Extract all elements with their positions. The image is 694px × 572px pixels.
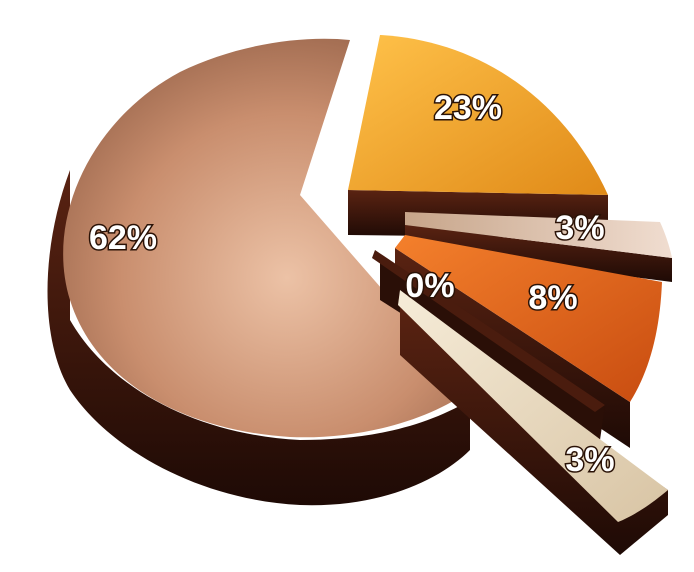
slice-label-0: 0% bbox=[405, 267, 454, 305]
pie-slice-23 bbox=[348, 35, 608, 238]
pie-slice-3-upper bbox=[405, 212, 672, 282]
slice-label-3-upper: 3% bbox=[555, 209, 604, 247]
slice-label-62: 62% bbox=[89, 219, 157, 257]
pie-slice-62 bbox=[47, 38, 471, 506]
slice-label-23: 23% bbox=[434, 89, 502, 127]
slice-label-8: 8% bbox=[528, 279, 577, 317]
pie-slice-0 bbox=[372, 250, 605, 440]
slice-label-3-lower: 3% bbox=[565, 441, 614, 479]
pie-slice-3-lower bbox=[398, 290, 668, 555]
